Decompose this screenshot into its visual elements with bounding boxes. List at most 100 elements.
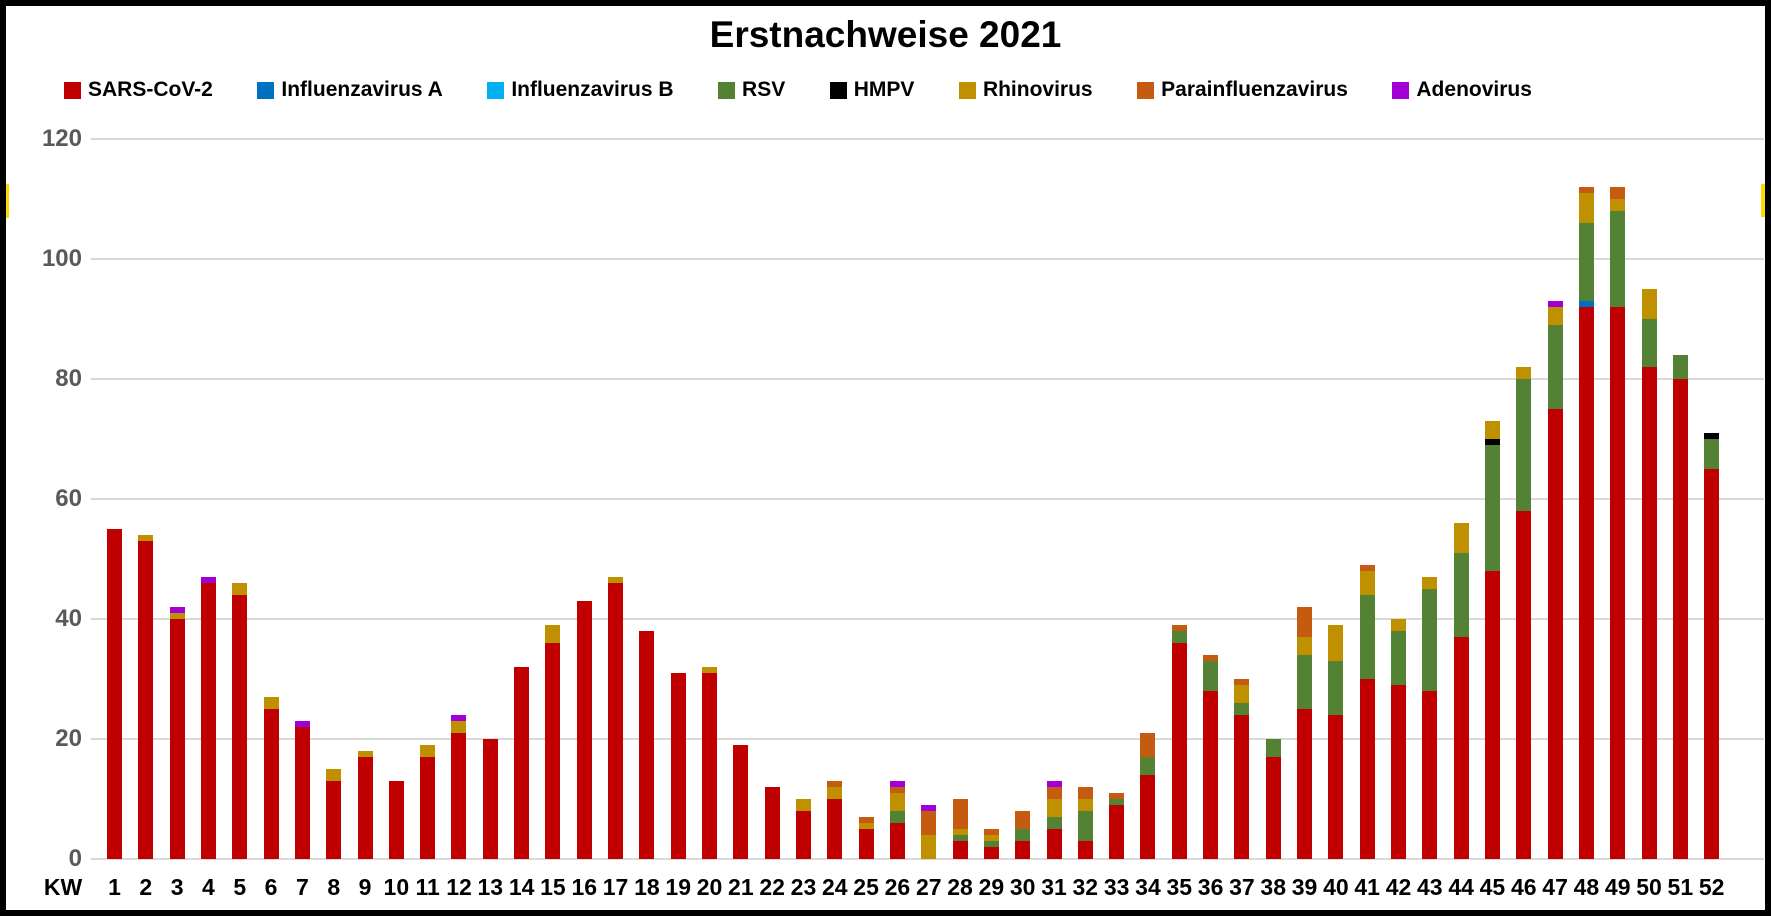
bar-segment-kw34-parainfluenzavirus <box>1140 733 1156 757</box>
bar-segment-kw39-sars-cov-2 <box>1297 709 1313 859</box>
x-axis-tick-label-kw32: 32 <box>1072 874 1099 900</box>
legend-swatch-icon <box>487 81 505 99</box>
x-axis-tick-label-kw10: 10 <box>383 874 410 900</box>
bar-segment-kw48-parainfluenzavirus <box>1578 187 1594 193</box>
bar-segment-kw7-adenovirus <box>294 721 310 727</box>
bar-segment-kw35-sars-cov-2 <box>1171 643 1187 859</box>
y-axis-tick-label: 80 <box>55 365 82 392</box>
bar-segment-kw31-sars-cov-2 <box>1046 829 1062 859</box>
bar-segment-kw6-sars-cov-2 <box>263 709 279 859</box>
gridline-y-0 <box>91 858 1764 860</box>
bar-segment-kw29-rhinovirus <box>983 835 999 841</box>
x-axis-tick-label-kw6: 6 <box>264 874 278 900</box>
bar-segment-kw46-rhinovirus <box>1516 367 1532 379</box>
x-axis-tick-label-kw1: 1 <box>108 874 121 900</box>
bar-segment-kw25-parainfluenzavirus <box>858 817 874 823</box>
bar-segment-kw11-rhinovirus <box>420 745 436 757</box>
bar-segment-kw33-parainfluenzavirus <box>1109 793 1125 799</box>
legend-label: Influenzavirus A <box>281 78 443 101</box>
x-axis-tick-label-kw49: 49 <box>1604 874 1631 900</box>
bar-segment-kw30-parainfluenzavirus <box>1015 811 1031 829</box>
bar-segment-kw13-sars-cov-2 <box>482 739 498 859</box>
legend-item-sars-cov-2: SARS-CoV-2 <box>64 78 213 102</box>
bar-segment-kw16-sars-cov-2 <box>576 601 592 859</box>
right-edge-yellow-artifact <box>1761 184 1765 217</box>
x-axis-tick-label-kw11: 11 <box>415 874 440 900</box>
x-axis-tick-label-kw43: 43 <box>1417 874 1443 900</box>
x-axis-tick-label-kw42: 42 <box>1385 874 1412 900</box>
bar-segment-kw28-sars-cov-2 <box>952 841 968 859</box>
legend-item-rsv: RSV <box>718 78 785 102</box>
y-axis-tick-label: 0 <box>68 845 82 872</box>
bar-segment-kw23-sars-cov-2 <box>795 811 811 859</box>
bar-segment-kw36-rsv <box>1203 661 1219 691</box>
bar-segment-kw49-rhinovirus <box>1610 199 1626 211</box>
plot-area: 0 20 40 60 80 100 120 1 2 3 4 5 6 7 8 9 10 11 12 13 14 15 16 17… <box>6 6 1765 910</box>
x-axis-tick-label-kw5: 5 <box>233 874 247 900</box>
bar-segment-kw33-sars-cov-2 <box>1109 805 1125 859</box>
bar-segment-kw42-rsv <box>1390 631 1406 685</box>
bar-segment-kw47-rhinovirus <box>1547 307 1563 325</box>
bar-segment-kw24-rhinovirus <box>827 787 843 799</box>
bar-segment-kw44-rsv <box>1453 553 1469 637</box>
bar-segment-kw26-rsv <box>889 811 905 823</box>
y-axis-tick-label: 120 <box>41 125 82 152</box>
bar-segment-kw8-sars-cov-2 <box>326 781 342 859</box>
legend-label: HMPV <box>853 78 915 101</box>
bar-segment-kw39-rsv <box>1297 655 1313 709</box>
x-axis-tick-label-kw51: 51 <box>1667 874 1694 900</box>
bar-segment-kw1-sars-cov-2 <box>107 529 122 859</box>
x-axis-tick-label-kw45: 45 <box>1479 874 1506 900</box>
bar-segment-kw7-sars-cov-2 <box>294 727 310 859</box>
bar-segment-kw26-rhinovirus <box>889 793 905 811</box>
bar-segment-kw22-sars-cov-2 <box>764 787 780 859</box>
bar-segment-kw31-rsv <box>1046 817 1062 829</box>
bar-segment-kw26-adenovirus <box>889 781 905 787</box>
bar-segment-kw24-sars-cov-2 <box>827 799 843 859</box>
legend-swatch-icon <box>958 81 976 99</box>
x-axis-tick-label-kw33: 33 <box>1103 874 1130 900</box>
bar-segment-kw19-sars-cov-2 <box>670 673 686 859</box>
bar-segment-kw29-parainfluenzavirus <box>983 829 999 835</box>
legend-item-influenzavirus-b: Influenzavirus B <box>487 78 674 102</box>
legend-item-hmpv: HMPV <box>829 78 915 102</box>
bar-segment-kw24-parainfluenzavirus <box>827 781 843 787</box>
x-axis-tick-label-kw40: 40 <box>1323 874 1349 900</box>
x-axis-tick-label-kw37: 37 <box>1229 874 1255 900</box>
legend-label: Influenzavirus B <box>511 78 674 101</box>
bar-segment-kw43-sars-cov-2 <box>1422 691 1438 859</box>
bar-segment-kw4-adenovirus <box>200 577 216 583</box>
bar-segment-kw45-rsv <box>1484 445 1500 571</box>
x-axis-tick-label-kw38: 38 <box>1260 874 1287 900</box>
x-axis-tick-label-kw24: 24 <box>821 874 848 900</box>
x-axis-tick-label-kw4: 4 <box>202 874 215 900</box>
legend-swatch-icon <box>1392 81 1410 99</box>
x-axis-tick-label-kw50: 50 <box>1636 874 1662 900</box>
bar-segment-kw17-sars-cov-2 <box>608 583 624 859</box>
x-axis-tick-label-kw34: 34 <box>1135 874 1161 900</box>
x-axis-tick-label-kw19: 19 <box>665 874 691 900</box>
bar-segment-kw31-adenovirus <box>1046 781 1062 787</box>
bar-segment-kw17-rhinovirus <box>608 577 624 583</box>
x-axis-tick-label-kw36: 36 <box>1197 874 1224 900</box>
gridline-y-80 <box>91 378 1764 380</box>
bar-segment-kw35-parainfluenzavirus <box>1171 625 1187 631</box>
bar-segment-kw41-rsv <box>1359 595 1375 679</box>
bar-segment-kw49-parainfluenzavirus <box>1610 187 1626 199</box>
bar-segment-kw48-sars-cov-2 <box>1578 307 1594 859</box>
x-axis-tick-label-kw15: 15 <box>540 874 566 900</box>
bar-segment-kw37-sars-cov-2 <box>1234 715 1250 859</box>
bar-segment-kw52-sars-cov-2 <box>1704 469 1720 859</box>
bar-segment-kw43-rsv <box>1422 589 1438 691</box>
x-axis-tick-label-kw9: 9 <box>358 874 372 900</box>
bar-segment-kw27-rhinovirus <box>921 835 937 859</box>
bar-segment-kw31-rhinovirus <box>1046 799 1062 817</box>
x-axis-tick-label-kw29: 29 <box>978 874 1005 900</box>
x-axis-tick-label-kw41: 41 <box>1354 874 1380 900</box>
bar-segment-kw39-parainfluenzavirus <box>1297 607 1313 637</box>
bar-segment-kw12-adenovirus <box>451 715 467 721</box>
x-axis-tick-label-kw20: 20 <box>696 874 723 900</box>
bar-segment-kw40-rsv <box>1328 661 1344 715</box>
x-axis-tick-label-kw44: 44 <box>1448 874 1474 900</box>
